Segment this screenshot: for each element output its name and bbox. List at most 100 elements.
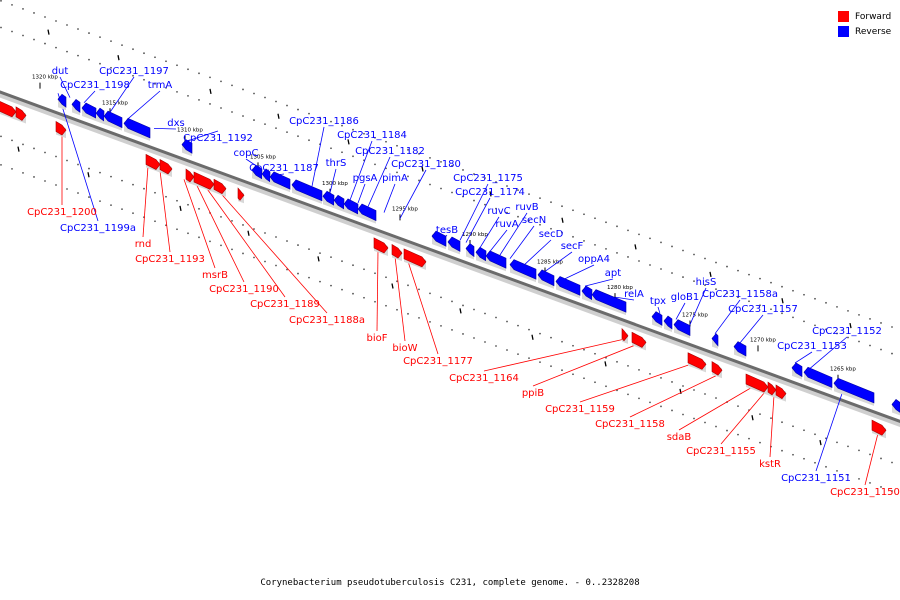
guide-dot (550, 201, 552, 204)
leader-line (59, 76, 71, 98)
leader-line (544, 251, 573, 272)
strand-mark (117, 55, 120, 61)
guide-dot (693, 417, 695, 420)
guide-dot (176, 199, 178, 202)
forward-gene-block (631, 331, 647, 348)
guide-dot (891, 490, 893, 492)
guide-dot (462, 333, 464, 335)
guide-dot (44, 42, 46, 45)
ruler-tick-label: 1300 kbp (322, 181, 348, 187)
strand-mark (87, 172, 90, 178)
leader-line (183, 179, 216, 269)
guide-dot (583, 348, 585, 351)
guide-dot (55, 20, 57, 22)
guide-dot (484, 312, 486, 315)
reverse-gene-block (447, 236, 461, 252)
backbone-line (0, 90, 900, 423)
guide-dot (847, 336, 849, 339)
guide-dot (473, 199, 475, 202)
guide-dot (682, 276, 684, 278)
guide-dot (132, 74, 134, 77)
forward-swatch (838, 11, 849, 22)
guide-dot (264, 123, 266, 125)
leader-line (445, 234, 448, 237)
guide-dot (176, 64, 178, 67)
reverse-gene-block (673, 319, 691, 337)
legend-reverse-label: Reverse (855, 26, 892, 37)
strand-mark (209, 88, 212, 94)
gene-label-cpc231_1150: CpC231_1150 (830, 487, 900, 498)
guide-dot (803, 320, 805, 323)
guide-dot (616, 252, 618, 254)
guide-dot (110, 204, 112, 207)
guide-dot (374, 136, 376, 139)
gene-label-glob1: gloB1 (671, 292, 699, 303)
ruler-tick-label: 1265 kbp (830, 367, 856, 373)
guide-dot (341, 124, 343, 127)
guide-dot (781, 285, 783, 288)
guide-dot (594, 381, 596, 384)
guide-dot (0, 0, 2, 2)
gene-label-cpc231_1182: CpC231_1182 (355, 146, 425, 157)
forward-gene-block (403, 248, 427, 268)
guide-dot (286, 240, 288, 242)
strand-mark (47, 29, 50, 35)
guide-dot (165, 86, 167, 89)
guide-dot (99, 36, 101, 38)
reverse-gene-block (891, 399, 900, 413)
guide-dot (440, 325, 442, 327)
guide-dot (198, 99, 200, 101)
guide-dot (528, 219, 530, 222)
guide-dot (891, 461, 893, 464)
strand-mark (819, 439, 822, 446)
reverse-gene-block (431, 230, 447, 247)
leader-line (524, 239, 552, 265)
guide-dot (429, 183, 431, 186)
guide-dot (352, 128, 354, 131)
guide-dot (671, 409, 673, 412)
guide-dot (330, 284, 332, 287)
guide-dot (594, 243, 596, 246)
guide-dot (363, 268, 365, 271)
guide-dot (814, 297, 816, 300)
gene-label-secf: secF (561, 241, 584, 252)
reverse-gene-block (711, 333, 719, 347)
guide-dot (275, 236, 277, 238)
gene-label-secd: secD (539, 229, 564, 240)
guide-dot (891, 352, 893, 355)
guide-dot (726, 265, 728, 268)
leader-line (657, 306, 661, 314)
guide-dot (572, 235, 574, 238)
guide-dot (99, 200, 101, 203)
guide-dot (319, 252, 321, 255)
guide-dot (506, 185, 508, 187)
gene-label-ruvc: ruvC (487, 206, 510, 217)
leader-line (245, 158, 257, 167)
guide-dot (77, 54, 79, 57)
guide-dot (561, 231, 563, 234)
guide-dot (77, 192, 79, 194)
guide-dot (550, 336, 552, 339)
guide-dot (396, 144, 398, 147)
guide-dot (407, 284, 409, 287)
guide-dot (704, 284, 706, 287)
guide-dot (121, 70, 123, 73)
strand-mark (561, 217, 564, 223)
leader-line (205, 187, 286, 298)
gene-label-cpc231_1151: CpC231_1151 (781, 473, 851, 484)
reverse-gene-block (833, 377, 875, 404)
leader-line (720, 391, 766, 445)
guide-dot (231, 248, 233, 251)
guide-dot (825, 328, 827, 331)
leader-line (83, 90, 96, 104)
reverse-swatch (838, 26, 849, 37)
guide-dot (77, 28, 79, 30)
guide-dot (715, 288, 717, 291)
gene-label-cpc231_1159: CpC231_1159 (545, 404, 615, 415)
forward-gene-block (391, 243, 403, 259)
guide-dot (154, 191, 156, 194)
dotted-guide-lines (0, 0, 893, 492)
guide-dot (352, 292, 354, 295)
guide-dot (759, 441, 761, 444)
reverse-gene-block (733, 341, 747, 357)
